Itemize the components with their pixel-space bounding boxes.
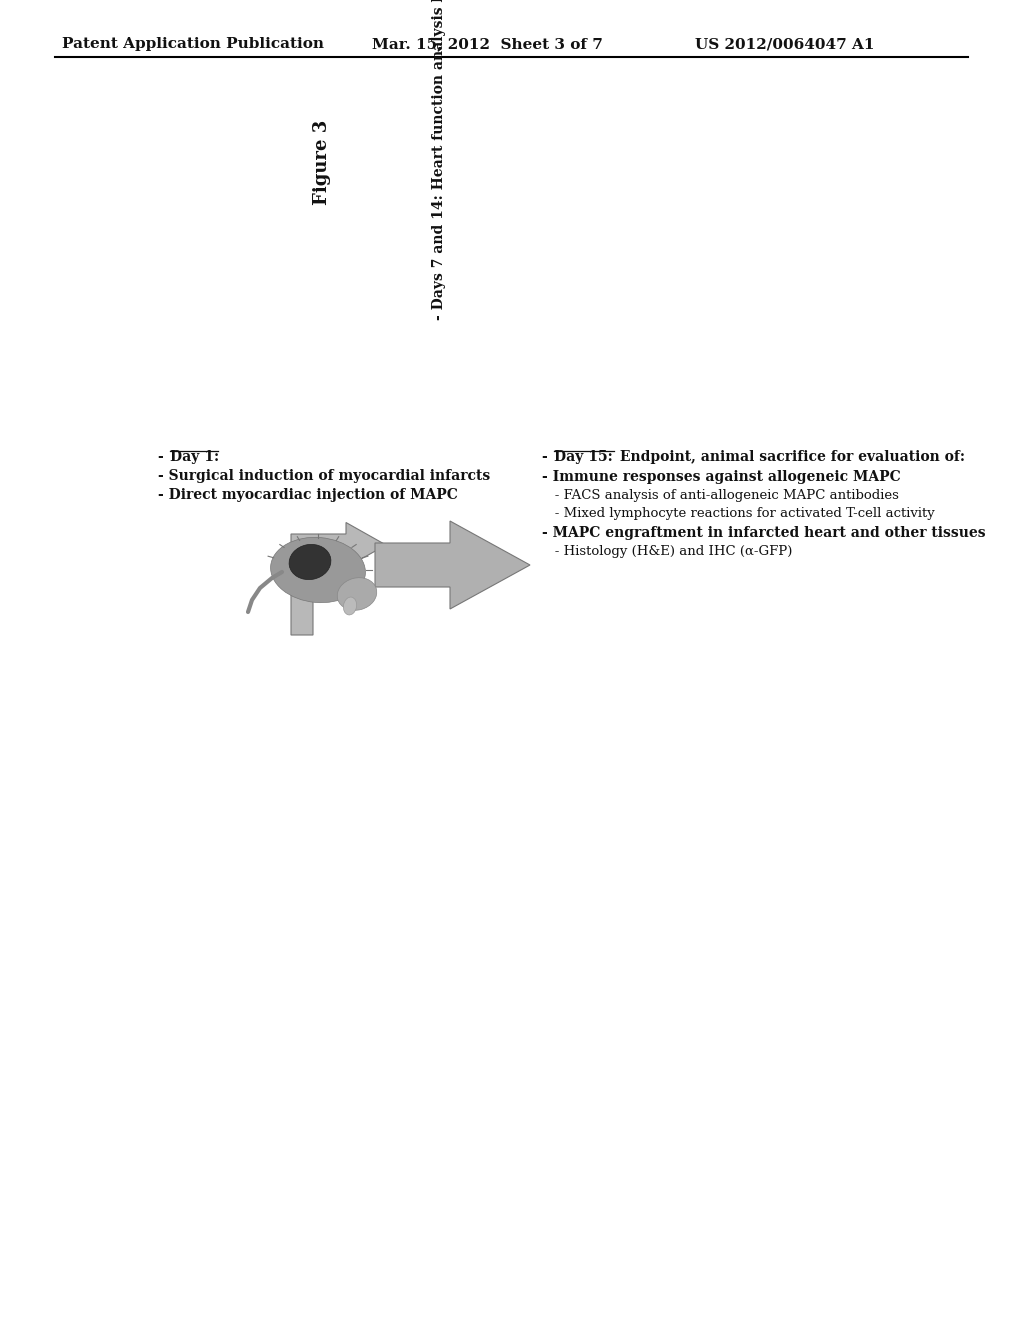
Text: Patent Application Publication: Patent Application Publication [62, 37, 324, 51]
Text: Figure 3: Figure 3 [313, 120, 331, 205]
Text: - Mixed lymphocyte reactions for activated T-cell activity: - Mixed lymphocyte reactions for activat… [542, 507, 935, 520]
Polygon shape [291, 523, 386, 635]
Ellipse shape [337, 578, 377, 610]
Text: - MAPC engraftment in infarcted heart and other tissues: - MAPC engraftment in infarcted heart an… [542, 525, 986, 540]
Text: - Immune responses against allogeneic MAPC: - Immune responses against allogeneic MA… [542, 470, 901, 484]
Text: -: - [158, 450, 169, 465]
Text: - FACS analysis of anti-allogeneic MAPC antibodies: - FACS analysis of anti-allogeneic MAPC … [542, 488, 899, 502]
Text: - Direct myocardiac injection of MAPC: - Direct myocardiac injection of MAPC [158, 488, 458, 502]
Text: -: - [542, 450, 553, 465]
Text: US 2012/0064047 A1: US 2012/0064047 A1 [695, 37, 874, 51]
Ellipse shape [289, 544, 331, 579]
Text: - Histology (H&E) and IHC (α-GFP): - Histology (H&E) and IHC (α-GFP) [542, 545, 793, 558]
Ellipse shape [270, 537, 366, 603]
Text: - Days 7 and 14: Heart function analysis by echocardiography: - Days 7 and 14: Heart function analysis… [432, 0, 446, 319]
Text: Mar. 15, 2012  Sheet 3 of 7: Mar. 15, 2012 Sheet 3 of 7 [372, 37, 603, 51]
Text: Day 1:: Day 1: [170, 450, 219, 465]
Text: Day 15:: Day 15: [554, 450, 612, 465]
Text: - Surgical induction of myocardial infarcts: - Surgical induction of myocardial infar… [158, 469, 490, 483]
Ellipse shape [343, 597, 356, 615]
Polygon shape [375, 521, 530, 609]
Text: Endpoint, animal sacrifice for evaluation of:: Endpoint, animal sacrifice for evaluatio… [615, 450, 965, 465]
